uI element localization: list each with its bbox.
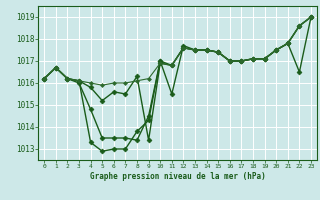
- X-axis label: Graphe pression niveau de la mer (hPa): Graphe pression niveau de la mer (hPa): [90, 172, 266, 181]
